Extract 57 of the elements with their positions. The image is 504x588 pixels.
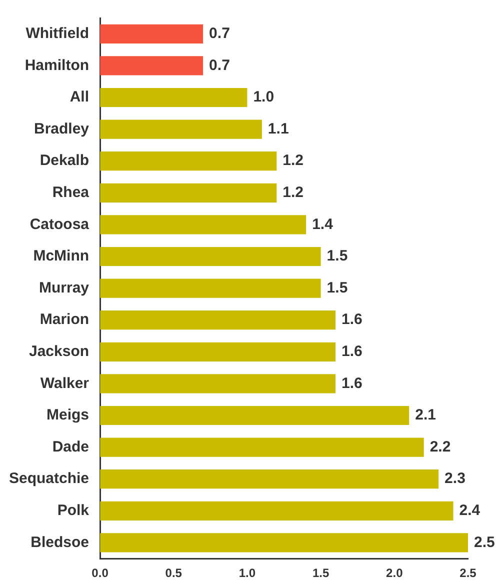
y-tick-label: McMinn xyxy=(33,248,90,265)
bar xyxy=(100,533,468,552)
y-tick-label: Walker xyxy=(40,374,90,392)
data-label: 0.7 xyxy=(209,56,230,74)
y-tick-label: Polk xyxy=(57,502,90,520)
bar xyxy=(100,246,321,266)
bar xyxy=(100,120,262,139)
data-label: 1.4 xyxy=(312,216,334,233)
data-label: 2.1 xyxy=(415,406,436,424)
y-tick-label: Jackson xyxy=(28,343,90,360)
bar xyxy=(100,342,336,362)
data-label: 0.7 xyxy=(209,25,230,42)
data-label: 2.5 xyxy=(474,534,495,551)
data-label: 1.6 xyxy=(342,374,362,392)
y-tick-label: Hamilton xyxy=(24,56,90,74)
y-tick-label: Catoosa xyxy=(30,216,90,233)
y-tick-label: Sequatchie xyxy=(8,470,90,488)
data-label: 1.0 xyxy=(253,88,274,106)
y-tick-label: Murray xyxy=(38,279,90,296)
data-label: 1.1 xyxy=(268,120,289,138)
y-tick-label: All xyxy=(70,88,90,106)
x-tick-label: 1.5 xyxy=(312,566,330,580)
data-label: 1.6 xyxy=(342,311,362,328)
data-label: 2.3 xyxy=(444,470,466,488)
y-tick-label: Whitfield xyxy=(26,25,90,42)
data-label: 1.6 xyxy=(342,343,362,360)
data-label: 1.2 xyxy=(282,152,304,170)
data-label: 2.4 xyxy=(459,502,481,520)
bar xyxy=(100,501,454,520)
bar xyxy=(100,215,306,234)
x-tick-label: 2.0 xyxy=(386,566,404,580)
bar xyxy=(100,56,204,76)
bar xyxy=(100,406,410,426)
data-label: 2.2 xyxy=(430,438,451,456)
bar xyxy=(100,470,439,489)
bar xyxy=(100,24,204,44)
data-label: 1.5 xyxy=(326,279,348,296)
x-tick-label: 1.0 xyxy=(238,566,256,580)
y-tick-label: Bledsoe xyxy=(30,534,90,551)
x-tick-label: 0.0 xyxy=(92,566,109,580)
y-tick-label: Dade xyxy=(52,438,90,456)
x-tick-label: 2.5 xyxy=(460,566,477,580)
bar xyxy=(100,152,277,171)
bar xyxy=(100,374,336,394)
y-tick-label: Dekalb xyxy=(40,152,90,170)
bar xyxy=(100,310,336,330)
bar xyxy=(100,278,321,298)
bar xyxy=(100,183,277,202)
data-label: 1.5 xyxy=(326,248,348,265)
y-tick-label: Marion xyxy=(40,311,90,328)
y-tick-label: Bradley xyxy=(34,120,90,138)
data-label: 1.2 xyxy=(282,184,304,202)
x-tick-label: 0.5 xyxy=(165,566,182,580)
bar xyxy=(100,438,424,457)
bar xyxy=(100,88,248,108)
y-tick-label: Rhea xyxy=(52,184,90,202)
y-tick-label: Meigs xyxy=(46,406,90,424)
